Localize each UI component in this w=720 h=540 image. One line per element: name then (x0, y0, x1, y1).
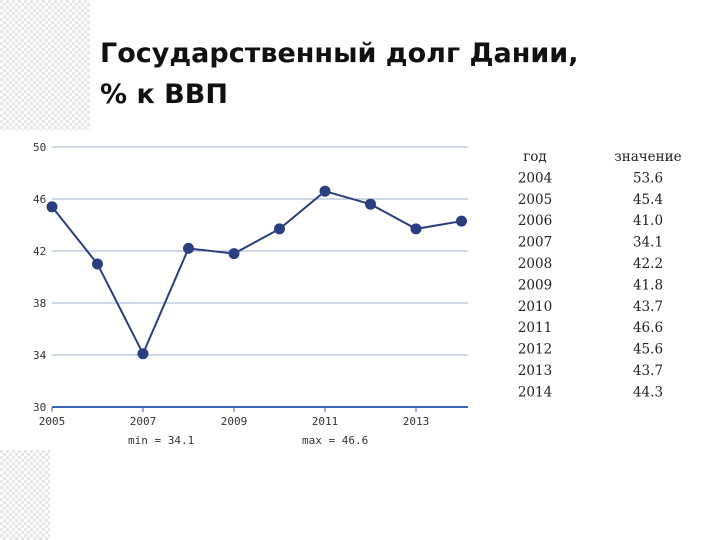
x-tick-label: 2007 (130, 415, 157, 428)
data-line (51, 190, 462, 357)
data-point (319, 185, 331, 197)
decor-pattern (0, 0, 90, 130)
y-tick-label: 50 (33, 141, 46, 154)
table-cell: 41.8 (633, 277, 663, 293)
title-line: % к ВВП (100, 79, 228, 110)
table-header: год (523, 149, 547, 165)
data-point (410, 223, 422, 235)
x-tick-label: 2013 (403, 415, 430, 428)
table-cell: 2009 (518, 277, 552, 293)
table-cell: 45.4 (633, 192, 663, 208)
table-cell: 2005 (518, 192, 552, 208)
table-cell: 43.7 (633, 363, 663, 379)
y-tick-label: 30 (33, 401, 46, 414)
table-cell: 53.6 (633, 170, 663, 186)
data-point (92, 258, 103, 270)
table-cell: 2012 (518, 342, 552, 358)
data-point (183, 242, 194, 254)
data-point (228, 248, 240, 260)
y-tick-label: 34 (33, 349, 47, 362)
table-cell: 42.2 (633, 256, 663, 272)
table-cell: 34.1 (633, 235, 663, 251)
table-cell: 2013 (518, 363, 552, 379)
table-cell: 2008 (518, 256, 552, 272)
data-point (365, 198, 376, 210)
annotation: min = 34.1 (128, 434, 194, 447)
table-cell: 2010 (518, 299, 552, 315)
x-tick-label: 2011 (312, 415, 339, 428)
y-tick-label: 42 (33, 245, 46, 258)
decor-pattern (0, 450, 50, 540)
table-cell: 2004 (518, 170, 552, 186)
data-point (456, 215, 467, 227)
x-tick-label: 2005 (39, 415, 66, 428)
title-line: Государственный долг Дании, (100, 38, 578, 69)
data-point (137, 348, 149, 360)
table-cell: 41.0 (633, 213, 663, 229)
y-tick-label: 38 (33, 297, 46, 310)
table-cell: 44.3 (633, 384, 663, 400)
table-cell: 2014 (518, 384, 552, 400)
table-cell: 2007 (518, 235, 552, 251)
x-tick-label: 2009 (221, 415, 248, 428)
table-header: значение (614, 149, 681, 165)
y-tick-label: 46 (33, 193, 46, 206)
table-cell: 2011 (518, 320, 552, 336)
data-point (274, 223, 285, 235)
table-cell: 43.7 (633, 299, 663, 315)
table-cell: 45.6 (633, 342, 663, 358)
data-point (46, 201, 58, 213)
annotation: max = 46.6 (302, 434, 368, 447)
table-cell: 2006 (518, 213, 552, 229)
table-cell: 46.6 (633, 320, 663, 336)
